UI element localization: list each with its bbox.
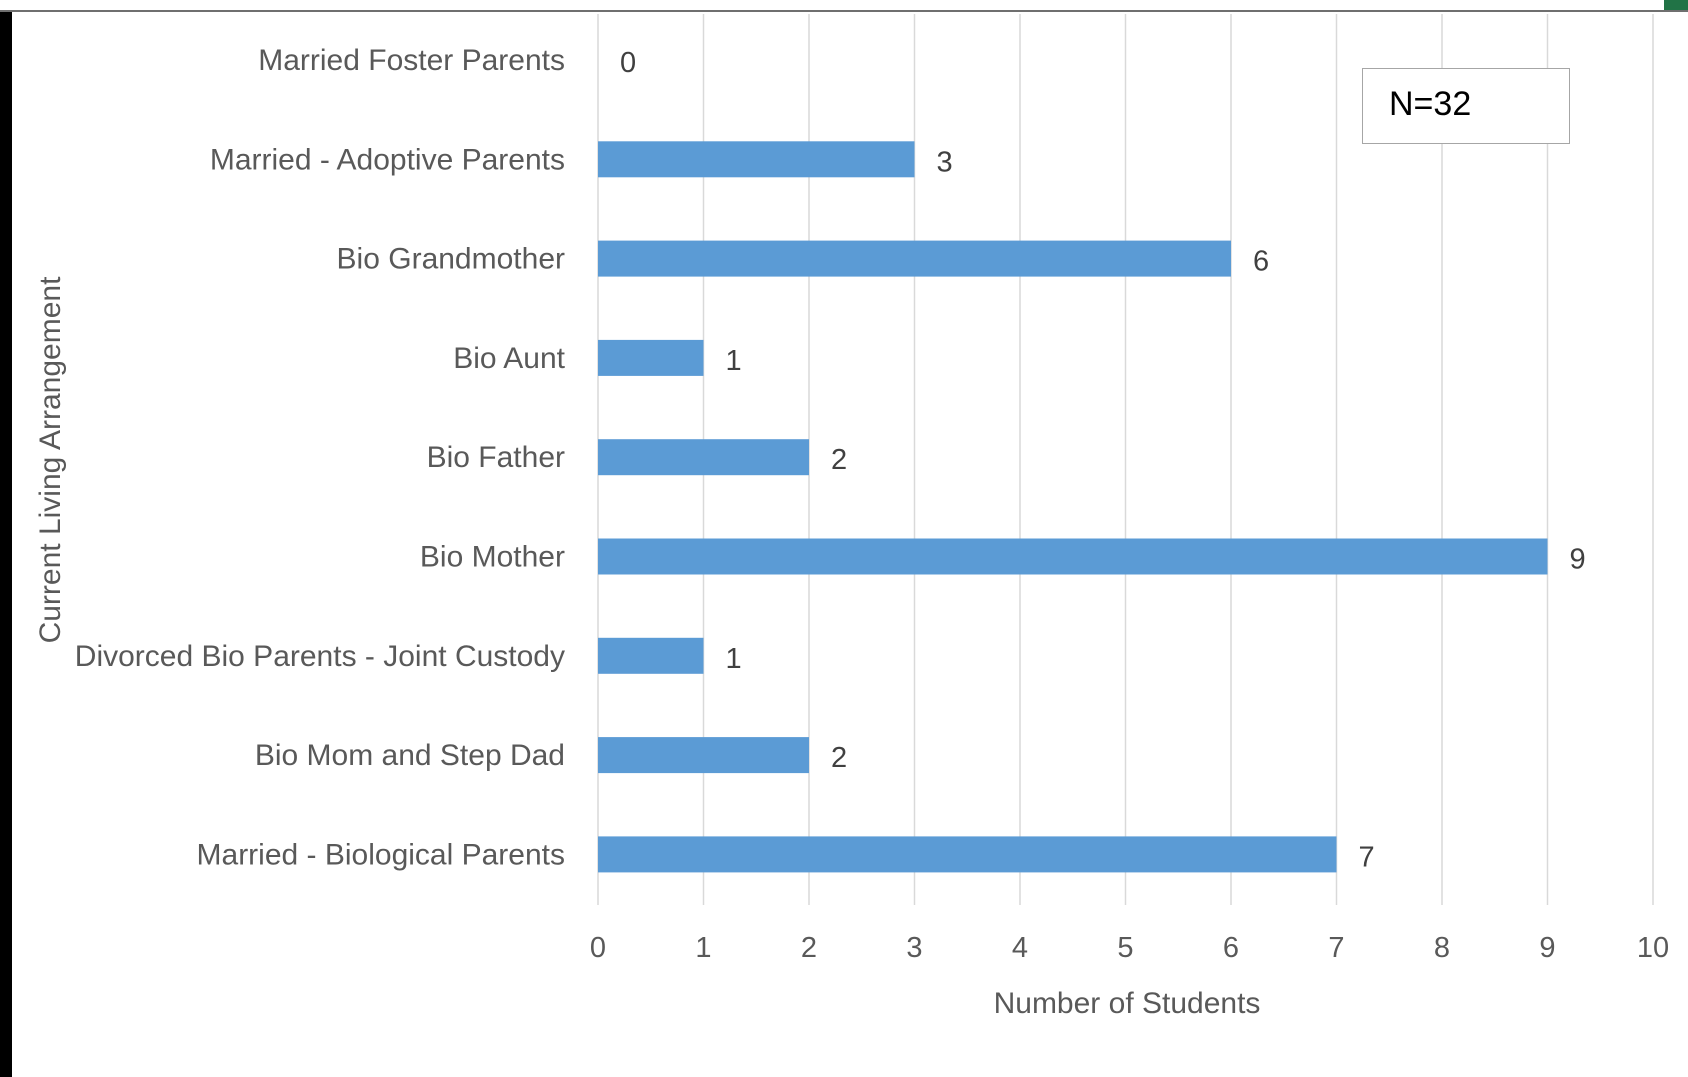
x-tick-label: 3 [906, 932, 922, 964]
x-tick-labels: 0 1 2 3 4 5 6 7 8 9 10 [590, 932, 1669, 964]
x-tick-label: 0 [590, 932, 606, 964]
sample-size-annotation: N=32 [1362, 68, 1570, 144]
category-label: Divorced Bio Parents - Joint Custody [75, 640, 565, 673]
category-label: Bio Mom and Step Dad [255, 739, 565, 772]
x-tick-label: 6 [1223, 932, 1239, 964]
bar [598, 637, 704, 674]
data-label: 0 [620, 47, 636, 79]
data-label: 1 [726, 643, 742, 675]
x-tick-label: 9 [1539, 932, 1555, 964]
x-tick-label: 8 [1434, 932, 1450, 964]
category-label: Bio Father [427, 441, 565, 474]
category-label: Married Foster Parents [258, 44, 565, 77]
bar [598, 141, 915, 178]
category-label: Married - Adoptive Parents [210, 143, 565, 176]
data-label: 2 [831, 742, 847, 774]
bar [598, 737, 809, 774]
data-label: 3 [937, 146, 953, 178]
x-tick-label: 2 [801, 932, 817, 964]
data-label: 7 [1359, 841, 1375, 873]
data-labels: 7 2 1 9 2 1 6 3 0 [620, 47, 1586, 873]
category-label: Bio Mother [420, 541, 565, 574]
bar [598, 339, 704, 376]
data-label: 6 [1253, 246, 1269, 278]
window-accent-mark [1664, 0, 1688, 10]
category-labels: Married - Biological Parents Bio Mom and … [75, 44, 566, 871]
bar [598, 439, 809, 476]
category-label: Married - Biological Parents [197, 838, 565, 871]
x-tick-label: 4 [1012, 932, 1028, 964]
data-label: 9 [1570, 544, 1586, 576]
bar [598, 240, 1231, 277]
data-label: 1 [726, 345, 742, 377]
sample-size-text: N=32 [1389, 85, 1472, 123]
category-label: Bio Grandmother [337, 243, 565, 276]
data-label: 2 [831, 444, 847, 476]
category-label: Bio Aunt [453, 342, 565, 375]
x-tick-label: 7 [1328, 932, 1344, 964]
x-tick-label: 1 [695, 932, 711, 964]
bar [598, 836, 1337, 873]
bar [598, 538, 1548, 575]
y-axis-title: Current Living Arrangement [34, 276, 67, 644]
window-top-edge [0, 0, 1688, 12]
x-axis-title: Number of Students [994, 987, 1261, 1020]
bars [598, 141, 1548, 873]
x-tick-label: 5 [1117, 932, 1133, 964]
x-tick-label: 10 [1637, 932, 1669, 964]
